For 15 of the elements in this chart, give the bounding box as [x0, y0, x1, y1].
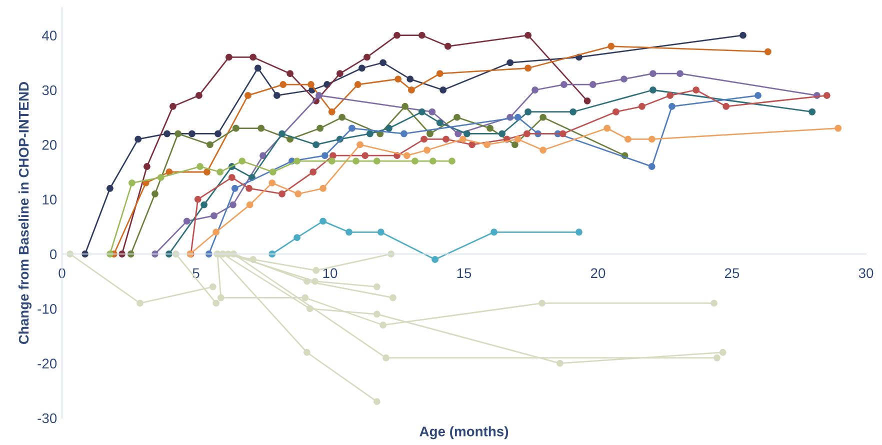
y-tick-label: 40: [42, 30, 57, 41]
x-tick-label: 15: [457, 268, 472, 278]
y-tick-label: 0: [50, 249, 57, 260]
x-tick-label: 20: [590, 268, 606, 278]
x-tick-label: 10: [323, 268, 338, 278]
y-tick-label: 10: [42, 194, 57, 205]
x-axis-title: Age (months): [420, 426, 508, 440]
y-tick-label: -10: [38, 304, 57, 314]
y-axis-title: Change from Baseline in CHOP-INTEND: [18, 82, 32, 344]
y-tick-label: -30: [38, 413, 57, 424]
y-tick-label: 30: [42, 85, 57, 96]
y-tick-label: 20: [42, 140, 57, 150]
x-tick-label: 30: [858, 268, 874, 278]
y-tick-label: -20: [38, 358, 57, 369]
x-tick-label: 25: [724, 268, 740, 278]
